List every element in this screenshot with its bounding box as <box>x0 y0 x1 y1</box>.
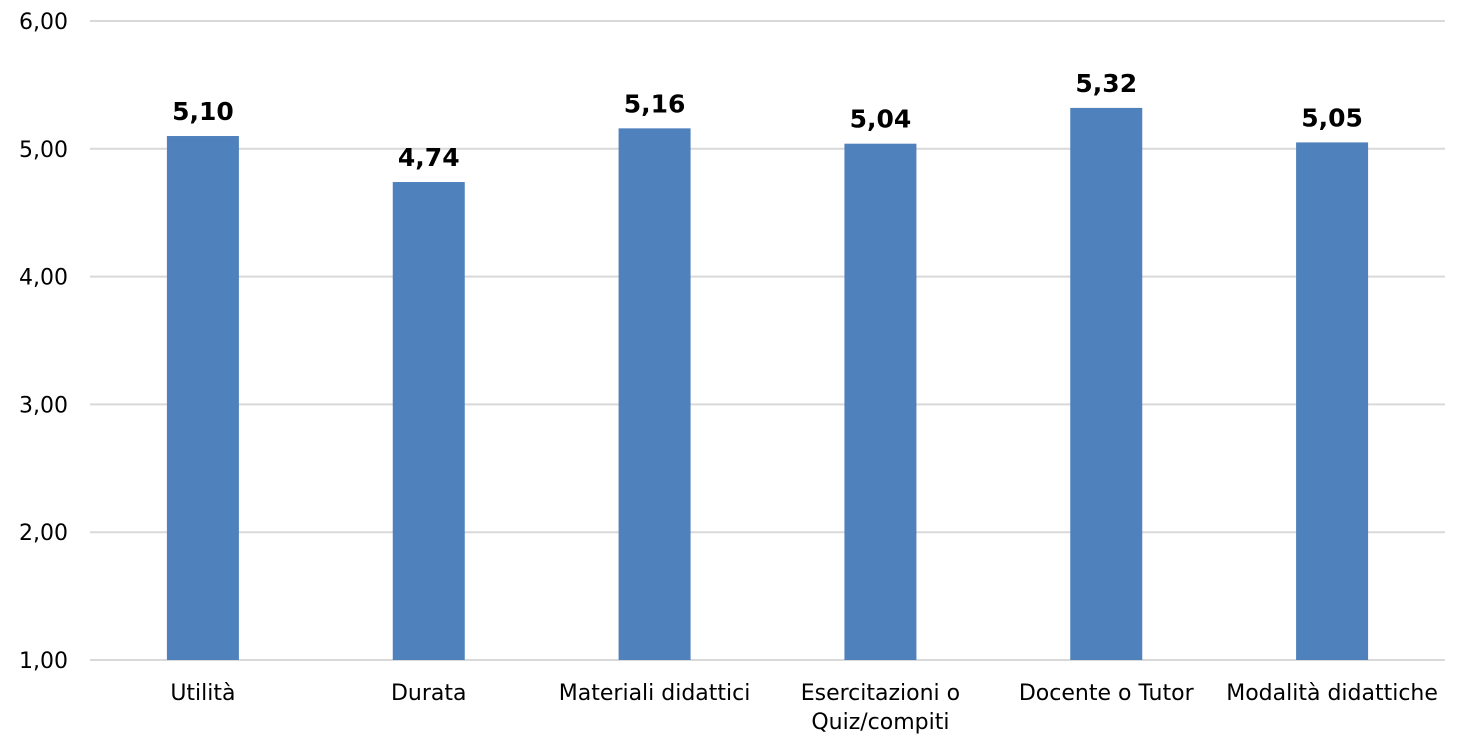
gridlines <box>90 20 1445 661</box>
bar <box>1296 142 1369 660</box>
data-label: 4,74 <box>398 143 460 172</box>
x-tick-label-line: Utilità <box>170 681 235 706</box>
bar <box>166 136 239 660</box>
x-tick-label-line: Docente o Tutor <box>1019 681 1195 706</box>
x-tick-label: Materiali didattici <box>559 681 751 706</box>
x-tick-label-line: Durata <box>391 681 467 706</box>
data-label: 5,32 <box>1075 69 1137 98</box>
y-tick-label: 4,00 <box>19 266 68 291</box>
data-labels: 5,10 4,74 5,16 5,04 5,32 5,05 <box>172 69 1363 172</box>
y-tick-label: 2,00 <box>19 521 68 546</box>
x-axis-ticks: Utilità Durata Materiali didattici Esercita… <box>170 681 1438 735</box>
x-tick-label: Docente o Tutor <box>1019 681 1195 706</box>
bar <box>392 182 465 660</box>
x-tick-label-line: Materiali didattici <box>559 681 751 706</box>
x-tick-label: Modalità didattiche <box>1226 681 1438 706</box>
data-label: 5,10 <box>172 97 234 126</box>
data-label: 5,05 <box>1301 103 1363 132</box>
y-tick-label: 5,00 <box>19 138 68 163</box>
x-tick-label-line: Quiz/compiti <box>811 710 949 735</box>
y-tick-label: 6,00 <box>19 10 68 35</box>
x-tick-label: Esercitazioni o Quiz/compiti <box>801 681 960 735</box>
bars <box>166 107 1369 661</box>
x-tick-label: Utilità <box>170 681 235 706</box>
y-tick-label: 1,00 <box>19 649 68 674</box>
y-tick-label: 3,00 <box>19 393 68 418</box>
y-axis-ticks: 1,00 2,00 3,00 4,00 5,00 6,00 <box>19 10 68 674</box>
bar <box>1070 107 1143 661</box>
x-tick-label-line: Esercitazioni o <box>801 681 960 706</box>
bar <box>618 128 691 661</box>
bar <box>844 143 917 661</box>
x-tick-label: Durata <box>391 681 467 706</box>
data-label: 5,04 <box>850 105 912 134</box>
x-tick-label-line: Modalità didattiche <box>1226 681 1438 706</box>
data-label: 5,16 <box>624 89 686 118</box>
